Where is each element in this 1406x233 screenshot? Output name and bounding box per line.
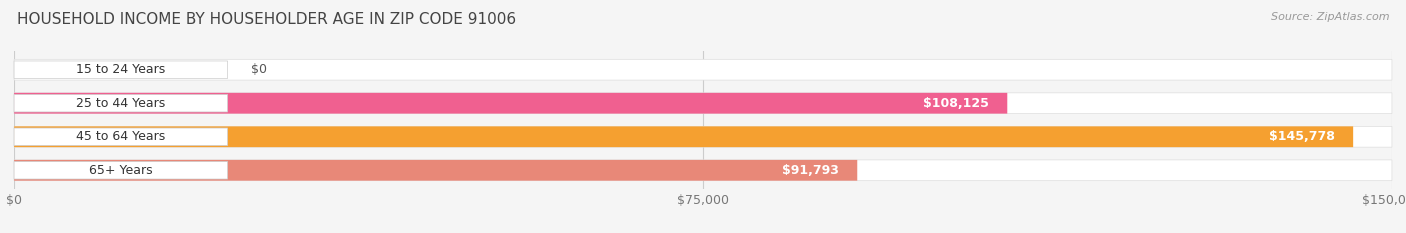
- Text: 15 to 24 Years: 15 to 24 Years: [76, 63, 166, 76]
- FancyBboxPatch shape: [14, 128, 228, 145]
- FancyBboxPatch shape: [14, 95, 228, 112]
- Text: $91,793: $91,793: [782, 164, 839, 177]
- FancyBboxPatch shape: [14, 126, 1392, 147]
- Text: Source: ZipAtlas.com: Source: ZipAtlas.com: [1271, 12, 1389, 22]
- FancyBboxPatch shape: [14, 61, 228, 79]
- Text: 25 to 44 Years: 25 to 44 Years: [76, 97, 166, 110]
- Text: $145,778: $145,778: [1268, 130, 1334, 143]
- Text: $108,125: $108,125: [922, 97, 988, 110]
- FancyBboxPatch shape: [14, 93, 1392, 114]
- FancyBboxPatch shape: [14, 160, 1392, 181]
- FancyBboxPatch shape: [14, 161, 228, 179]
- Text: 45 to 64 Years: 45 to 64 Years: [76, 130, 166, 143]
- Text: HOUSEHOLD INCOME BY HOUSEHOLDER AGE IN ZIP CODE 91006: HOUSEHOLD INCOME BY HOUSEHOLDER AGE IN Z…: [17, 12, 516, 27]
- Text: 65+ Years: 65+ Years: [89, 164, 153, 177]
- Text: $0: $0: [250, 63, 267, 76]
- FancyBboxPatch shape: [14, 93, 1007, 114]
- FancyBboxPatch shape: [14, 126, 1353, 147]
- FancyBboxPatch shape: [14, 59, 1392, 80]
- FancyBboxPatch shape: [14, 160, 858, 181]
